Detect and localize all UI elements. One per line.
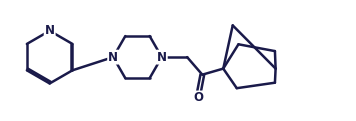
Text: N: N: [108, 51, 118, 64]
Text: O: O: [193, 91, 203, 105]
Text: N: N: [44, 24, 55, 37]
Text: N: N: [157, 51, 167, 64]
